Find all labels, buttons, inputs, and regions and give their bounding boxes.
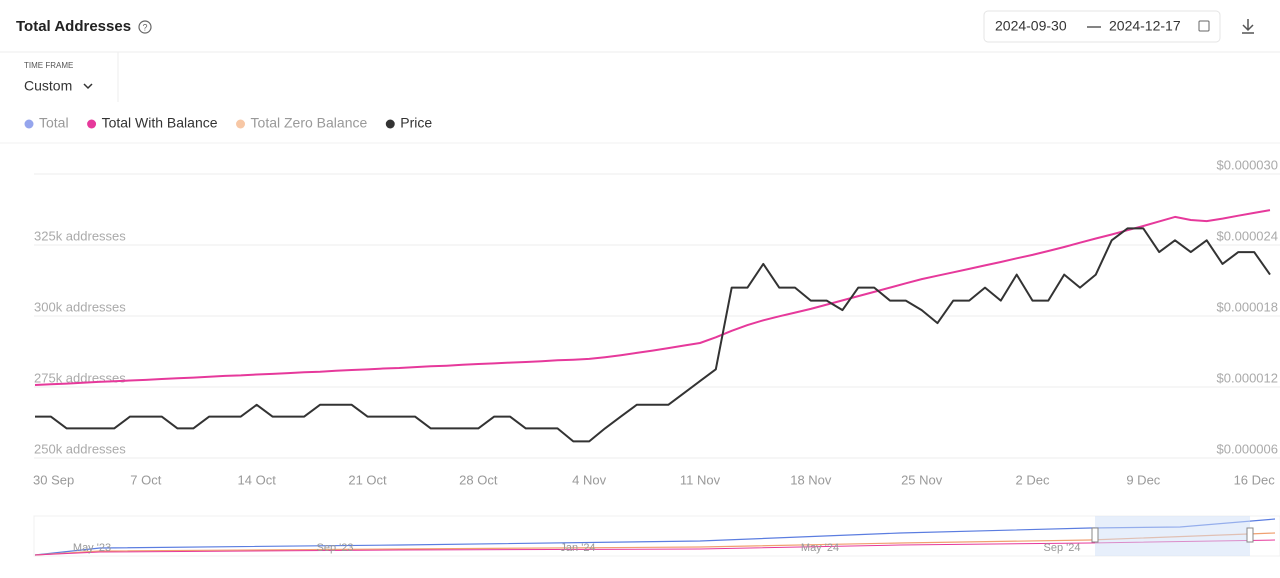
x-tick-label: 14 Oct: [238, 472, 277, 487]
x-tick-label: 4 Nov: [572, 472, 606, 487]
navigator-line: [34, 532, 1276, 556]
navigator-label: May '23: [73, 542, 111, 554]
timeframe-select[interactable]: Custom: [24, 78, 72, 94]
legend-item[interactable]: Total: [39, 115, 69, 131]
x-tick-label: 30 Sep: [33, 472, 74, 487]
navigator-label: Sep '24: [1044, 542, 1081, 554]
legend-dot: [24, 119, 34, 129]
navigator-handle[interactable]: [1246, 527, 1254, 543]
date-range-picker[interactable]: [983, 10, 1221, 43]
x-tick-label: 21 Oct: [348, 472, 387, 487]
legend-item[interactable]: Total Zero Balance: [251, 115, 368, 131]
y2-tick-label: $0.000018: [1217, 299, 1278, 314]
y-tick-label: 300k addresses: [34, 299, 126, 314]
x-tick-label: 2 Dec: [1016, 472, 1050, 487]
navigator-label: May '24: [801, 542, 839, 554]
calendar-icon[interactable]: [1198, 20, 1210, 32]
page-title: Total Addresses: [16, 18, 131, 35]
legend-item[interactable]: Price: [400, 115, 432, 131]
y2-tick-label: $0.000030: [1217, 157, 1278, 172]
help-mark: ?: [142, 22, 147, 32]
x-tick-label: 18 Nov: [790, 472, 832, 487]
x-tick-label: 28 Oct: [459, 472, 498, 487]
series-line: [35, 227, 1271, 443]
legend-dot: [236, 119, 246, 129]
legend-dot: [87, 119, 97, 129]
series-line: [34, 209, 1271, 386]
navigator-handle[interactable]: [1091, 527, 1099, 543]
navigator-line: [34, 539, 1276, 556]
y-tick-label: 250k addresses: [34, 441, 126, 456]
download-icon[interactable]: [1242, 19, 1254, 34]
y2-tick-label: $0.000006: [1217, 441, 1278, 456]
x-tick-label: 11 Nov: [680, 472, 721, 487]
help-icon[interactable]: [138, 20, 152, 34]
x-tick-label: 16 Dec: [1234, 472, 1276, 487]
date-end: 2024-12-17: [1109, 18, 1181, 34]
date-start: 2024-09-30: [995, 18, 1067, 34]
navigator-label: Jan '24: [560, 542, 595, 554]
navigator-selection[interactable]: [1095, 516, 1250, 556]
dropdown-arrow: [83, 83, 93, 90]
legend-item[interactable]: Total With Balance: [102, 115, 218, 131]
legend-dot: [385, 119, 395, 129]
y-tick-label: 325k addresses: [34, 228, 126, 243]
x-tick-label: 9 Dec: [1126, 472, 1160, 487]
x-tick-label: 25 Nov: [901, 472, 943, 487]
x-tick-label: 7 Oct: [130, 472, 161, 487]
y2-tick-label: $0.000024: [1217, 228, 1278, 243]
navigator-label: Sep '23: [317, 542, 354, 554]
y2-tick-label: $0.000012: [1217, 370, 1278, 385]
timeframe-label: TIME FRAME: [24, 61, 73, 70]
